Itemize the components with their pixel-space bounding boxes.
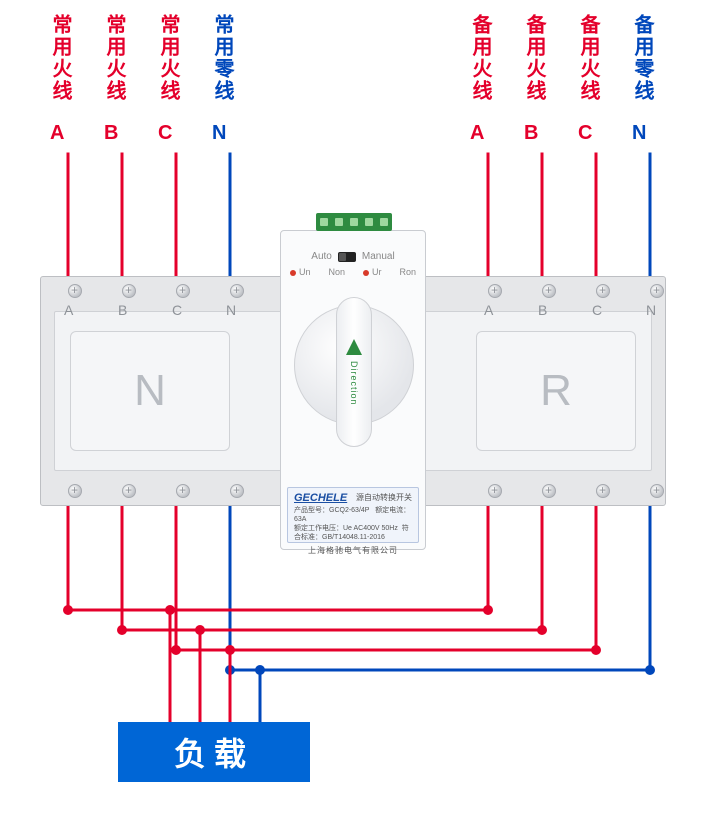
auto-manual-switch[interactable] [338, 252, 356, 262]
load-label: 负载 [174, 729, 254, 775]
terminal-screw[interactable] [230, 484, 244, 498]
terminal-label: C [592, 302, 602, 318]
wire-phase-letter: B [524, 122, 538, 145]
wire-phase-letter: C [158, 122, 172, 145]
center-control-unit: Auto Manual Un Non Ur Ron Direction GECH… [280, 230, 426, 550]
wire-label: 备用零线 [628, 14, 657, 102]
wire-label: 常用火线 [154, 14, 183, 102]
terminal-screw[interactable] [596, 284, 610, 298]
terminal-screw[interactable] [488, 484, 502, 498]
mode-manual-label: Manual [362, 251, 395, 262]
terminal-label: N [226, 302, 236, 318]
wire-phase-letter: A [470, 122, 484, 145]
load-box: 负载 [118, 722, 310, 782]
terminal-label: B [118, 302, 127, 318]
wire-phase-letter: N [212, 122, 226, 145]
terminal-label: A [484, 302, 493, 318]
normal-side-letter: N [134, 366, 166, 416]
terminal-screw[interactable] [650, 484, 664, 498]
terminal-screw[interactable] [122, 484, 136, 498]
terminal-screw[interactable] [230, 284, 244, 298]
nameplate: GECHELE 源自动转换开关 产品型号：GCQ2-63/4P 额定电流：63A… [287, 487, 419, 543]
mode-auto-label: Auto [311, 251, 332, 262]
wire-label: 备用火线 [466, 14, 495, 102]
transfer-switch-device: N R Auto Manual Un Non Ur Ron Direction … [40, 246, 666, 536]
terminal-screw[interactable] [122, 284, 136, 298]
terminal-screw[interactable] [488, 284, 502, 298]
wire-label: 备用火线 [574, 14, 603, 102]
reserve-side-letter: R [540, 366, 572, 416]
wire-phase-letter: B [104, 122, 118, 145]
company-name: 上海格驰电气有限公司 [294, 545, 412, 556]
led-ur [363, 270, 369, 276]
wire-phase-letter: N [632, 122, 646, 145]
wire-label: 常用火线 [46, 14, 75, 102]
reserve-side-block: R [476, 331, 636, 451]
terminal-label: C [172, 302, 182, 318]
terminal-label: A [64, 302, 73, 318]
wire-label: 常用零线 [208, 14, 237, 102]
normal-side-block: N [70, 331, 230, 451]
terminal-label: N [646, 302, 656, 318]
wire-label: 备用火线 [520, 14, 549, 102]
wire-label: 常用火线 [100, 14, 129, 102]
terminal-label: B [538, 302, 547, 318]
terminal-screw[interactable] [176, 484, 190, 498]
terminal-screw[interactable] [596, 484, 610, 498]
terminal-screw[interactable] [68, 284, 82, 298]
terminal-screw[interactable] [176, 284, 190, 298]
rotary-knob[interactable]: Direction [294, 305, 414, 425]
terminal-screw[interactable] [650, 284, 664, 298]
control-terminal-block [316, 213, 392, 231]
wire-phase-letter: A [50, 122, 64, 145]
direction-arrow-icon [346, 339, 362, 355]
led-un [290, 270, 296, 276]
direction-label: Direction [349, 361, 359, 406]
indicator-led-row: Un Non Ur Ron [281, 267, 425, 277]
wire-phase-letter: C [578, 122, 592, 145]
mode-selector-row: Auto Manual [281, 251, 425, 262]
title-right: 源自动转换开关 [356, 492, 412, 503]
terminal-screw[interactable] [68, 484, 82, 498]
terminal-screw[interactable] [542, 284, 556, 298]
terminal-screw[interactable] [542, 484, 556, 498]
